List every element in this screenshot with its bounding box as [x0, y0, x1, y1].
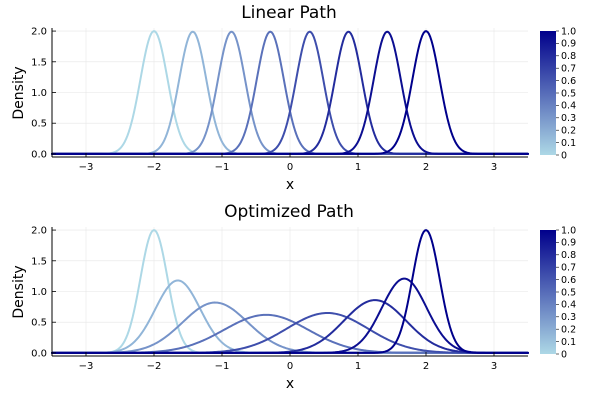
x-tick-label: 2: [423, 162, 429, 173]
colorbar-tick-label: 0.8: [561, 250, 576, 261]
colorbar-tick-label: 0.4: [561, 101, 576, 112]
colorbar: 00.10.2 0.30.4 0.50.60.7 0.80.9 1.0: [540, 225, 576, 360]
x-ticks: −3 −2 −1 0 1 2 3: [79, 352, 497, 372]
y-tick-label: 1.5: [31, 57, 47, 68]
x-tick-label: −3: [79, 162, 94, 173]
colorbar-tick-label: 1.0: [561, 225, 576, 236]
colorbar-gradient: [540, 230, 556, 354]
x-tick-label: 3: [491, 162, 497, 173]
chart-title: Optimized Path: [224, 202, 354, 222]
grid: [52, 227, 528, 356]
x-tick-label: 2: [423, 361, 429, 372]
y-tick-label: 1.0: [31, 287, 47, 298]
colorbar-tick-label: 0.4: [561, 300, 576, 311]
y-tick-label: 0.5: [31, 318, 47, 329]
colorbar-tick-label: 1.0: [561, 26, 576, 37]
y-tick-label: 2.0: [31, 226, 47, 237]
y-axis-label: Density: [11, 66, 27, 119]
colorbar-tick-label: 0.1: [561, 138, 576, 149]
colorbar-tick-label: 0.2: [561, 126, 576, 137]
chart-title: Linear Path: [241, 3, 337, 23]
colorbar-ticks: 00.10.2 0.30.4 0.50.60.7 0.80.9 1.0: [556, 225, 576, 360]
colorbar-ticks: 00.10.2 0.30.4 0.50.60.7 0.80.9 1.0: [556, 26, 576, 161]
y-tick-label: 2.0: [31, 27, 47, 38]
colorbar-tick-label: 0.3: [561, 113, 576, 124]
grid: [52, 28, 528, 157]
plot-area: −3 −2 −1 0 1 2 3 0.0 0.5 1.0 1.5 2.0: [31, 27, 529, 173]
y-ticks: 0.0 0.5 1.0 1.5 2.0: [31, 226, 56, 359]
colorbar: 00.10.2 0.30.4 0.50.60.7 0.80.9 1.0: [540, 26, 576, 161]
x-tick-label: 3: [491, 361, 497, 372]
colorbar-gradient: [540, 31, 556, 155]
colorbar-tick-label: 0.5: [561, 88, 576, 99]
panel-optimized-path: Optimized Path −3 −2 −1 0 1 2 3 0.0 0.5 1.0 1.5 2.…: [11, 202, 576, 392]
colorbar-tick-label: 0.5: [561, 287, 576, 298]
y-ticks: 0.0 0.5 1.0 1.5 2.0: [31, 27, 56, 160]
colorbar-tick-label: 0.9: [561, 238, 576, 249]
colorbar-tick-label: 0.1: [561, 337, 576, 348]
y-axis-label: Density: [11, 265, 27, 318]
x-ticks: −3 −2 −1 0 1 2 3: [79, 153, 497, 173]
x-tick-label: −2: [147, 162, 162, 173]
x-axis-label: x: [286, 177, 294, 193]
x-tick-label: 1: [355, 162, 361, 173]
x-tick-label: −1: [215, 361, 230, 372]
colorbar-tick-label: 0: [561, 349, 567, 360]
y-tick-label: 0.0: [31, 149, 47, 160]
x-tick-label: −1: [215, 162, 230, 173]
x-tick-label: 1: [355, 361, 361, 372]
colorbar-tick-label: 0.6: [561, 275, 576, 286]
y-tick-label: 1.5: [31, 256, 47, 267]
y-tick-label: 1.0: [31, 88, 47, 99]
y-tick-label: 0.0: [31, 348, 47, 359]
x-axis-label: x: [286, 376, 294, 392]
colorbar-tick-label: 0.9: [561, 39, 576, 50]
plot-area: −3 −2 −1 0 1 2 3 0.0 0.5 1.0 1.5 2.0: [31, 226, 529, 372]
x-tick-label: −2: [147, 361, 162, 372]
x-tick-label: 0: [287, 361, 293, 372]
colorbar-tick-label: 0.3: [561, 312, 576, 323]
x-tick-label: 0: [287, 162, 293, 173]
y-tick-label: 0.5: [31, 119, 47, 130]
colorbar-tick-label: 0.8: [561, 51, 576, 62]
colorbar-tick-label: 0.7: [561, 64, 576, 75]
x-tick-label: −3: [79, 361, 94, 372]
colorbar-tick-label: 0.7: [561, 263, 576, 274]
colorbar-tick-label: 0.2: [561, 325, 576, 336]
colorbar-tick-label: 0: [561, 150, 567, 161]
colorbar-tick-label: 0.6: [561, 76, 576, 87]
panel-linear-path: Linear Path −3 −2 −1 0 1 2 3 0.0 0.5 1.0 1.5 2.0 x…: [11, 3, 576, 193]
